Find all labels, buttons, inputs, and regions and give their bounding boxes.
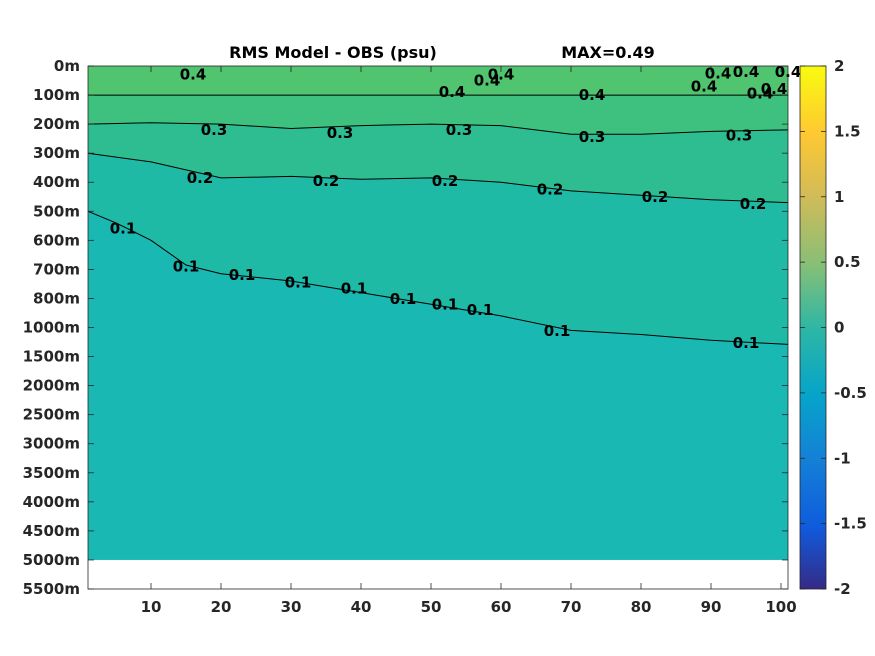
x-tick-label: 20 <box>211 598 232 616</box>
y-tick-label: 600m <box>33 231 80 249</box>
y-tick-label: 0m <box>54 57 80 75</box>
contour-label: 0.3 <box>579 128 606 146</box>
y-tick-label: 100m <box>33 86 80 104</box>
contour-label: 0.3 <box>446 121 473 139</box>
y-tick-label: 500m <box>33 202 80 220</box>
y-tick-label: 4500m <box>23 522 80 540</box>
y-tick-label: 400m <box>33 173 80 191</box>
contour-labels: 0.40.40.40.40.4 0.40.4 0.40.40.40.40.3 0.3 0… <box>110 63 802 352</box>
chart-title: RMS Model - OBS (psu) <box>229 43 437 62</box>
x-tick-label: 40 <box>351 598 372 616</box>
contour-label: 0.1 <box>467 301 494 319</box>
y-tick-label: 1500m <box>23 348 80 366</box>
contour-label: 0.2 <box>537 181 564 199</box>
contour-label: 0.3 <box>201 121 228 139</box>
contour-label: 0.4 <box>439 83 466 101</box>
contour-label: 0.4 <box>691 77 718 95</box>
contour-line-0.3 <box>87 122 789 135</box>
colorbar-tick-label: 1.5 <box>834 122 861 140</box>
contour-label: 0.1 <box>229 266 256 284</box>
contour-label: 0.1 <box>341 279 368 297</box>
y-tick-label: 3000m <box>23 435 80 453</box>
contour-label: 0.2 <box>313 172 340 190</box>
contour-label: 0.2 <box>187 169 214 187</box>
y-tick-label: 300m <box>33 144 80 162</box>
x-tick-label: 100 <box>765 598 796 616</box>
fill-above-0.4 <box>88 66 788 96</box>
contour-label: 0.3 <box>327 124 354 142</box>
x-tick-label: 90 <box>701 598 722 616</box>
contour-line-0.2 <box>87 152 789 204</box>
colorbar-tick-label: -0.5 <box>834 384 867 402</box>
x-tick-label: 50 <box>421 598 442 616</box>
y-tick-label: 4000m <box>23 493 80 511</box>
contour-label: 0.4 <box>747 85 774 103</box>
x-tick-label: 30 <box>281 598 302 616</box>
x-tick-label: 70 <box>561 598 582 616</box>
y-tick-label: 2000m <box>23 377 80 395</box>
contour-label: 0.1 <box>432 295 459 313</box>
y-axis: 0m 100m 200m 300m 400m 500m 600m 700m 800m 1000m 1… <box>23 57 788 598</box>
x-tick-label: 80 <box>631 598 652 616</box>
y-tick-label: 1000m <box>23 319 80 337</box>
contour-label: 0.4 <box>579 86 606 104</box>
contour-label: 0.4 <box>488 66 515 84</box>
y-tick-label: 3500m <box>23 464 80 482</box>
y-tick-label: 200m <box>33 115 80 133</box>
contour-label: 0.1 <box>285 274 312 292</box>
y-tick-label: 5000m <box>23 551 80 569</box>
contour-lines <box>87 94 789 345</box>
colorbar-tick-label: -1.5 <box>834 515 867 533</box>
contour-label: 0.1 <box>390 290 417 308</box>
y-tick-label: 2500m <box>23 406 80 424</box>
y-tick-label: 700m <box>33 260 80 278</box>
contour-label: 0.2 <box>432 172 459 190</box>
colorbar-ticks: 2 1.5 1 0.5 0 -0.5 -1 -1.5 -2 <box>800 57 867 598</box>
x-tick-label: 60 <box>491 598 512 616</box>
y-tick-label: 5500m <box>23 580 80 598</box>
chart-subtitle: MAX=0.49 <box>561 43 655 62</box>
contour-label: 0.4 <box>180 66 207 84</box>
colorbar-tick-label: -2 <box>834 580 851 598</box>
contour-fills <box>88 66 788 560</box>
contour-label: 0.1 <box>173 258 200 276</box>
contour-label: 0.2 <box>740 195 767 213</box>
contour-label: 0.2 <box>642 188 669 206</box>
contour-label: 0.1 <box>733 334 760 352</box>
colorbar-tick-label: 2 <box>834 57 844 75</box>
colorbar-tick-label: 1 <box>834 188 844 206</box>
x-axis: 10 20 30 40 50 60 70 80 90 100 <box>141 66 797 616</box>
x-tick-label: 10 <box>141 598 162 616</box>
contour-label: 0.3 <box>726 127 753 145</box>
contour-label: 0.4 <box>733 63 760 81</box>
colorbar-tick-label: 0 <box>834 319 844 337</box>
contour-label: 0.4 <box>705 64 732 82</box>
contour-label: 0.1 <box>544 322 571 340</box>
colorbar: 2 1.5 1 0.5 0 -0.5 -1 -1.5 -2 <box>799 57 867 598</box>
colorbar-tick-label: -1 <box>834 449 851 467</box>
contour-label: 0.4 <box>474 72 501 90</box>
contour-line-0.1 <box>87 210 789 345</box>
y-tick-label: 800m <box>33 289 80 307</box>
contour-label: 0.1 <box>110 220 137 238</box>
colorbar-tick-label: 0.5 <box>834 253 861 271</box>
contour-label: 0.4 <box>761 80 788 98</box>
